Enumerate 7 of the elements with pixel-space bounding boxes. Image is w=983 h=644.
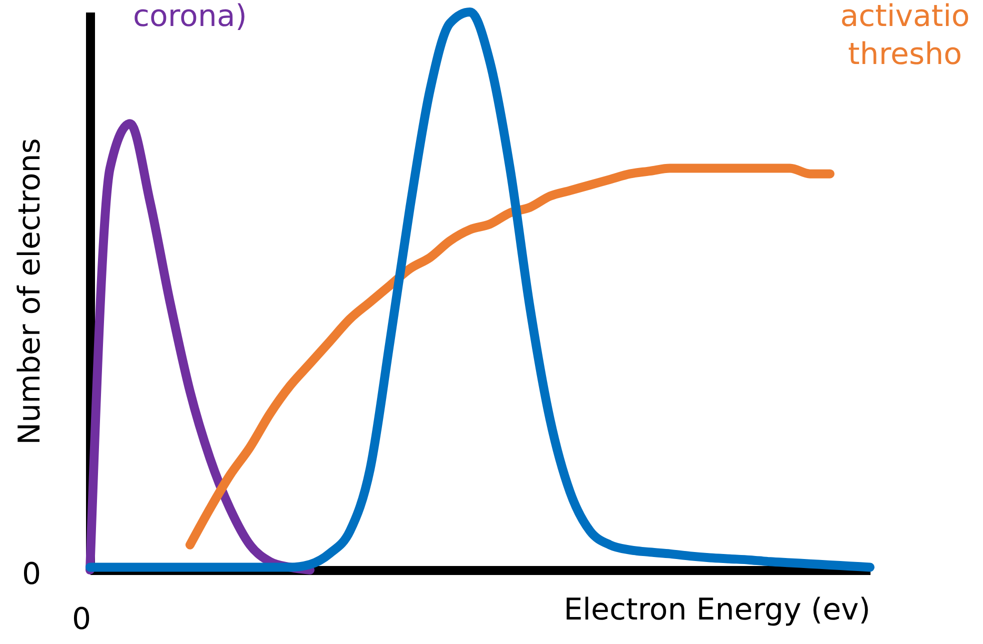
text: 0 (72, 602, 92, 637)
text: 0 (22, 557, 42, 592)
annotation: corona) (133, 0, 247, 34)
y-axis-title: Number of electrons (12, 138, 48, 445)
annotation: activatio (840, 0, 970, 34)
x-axis-title: Electron Energy (ev) (564, 592, 870, 628)
annotation: thresho (848, 37, 962, 72)
